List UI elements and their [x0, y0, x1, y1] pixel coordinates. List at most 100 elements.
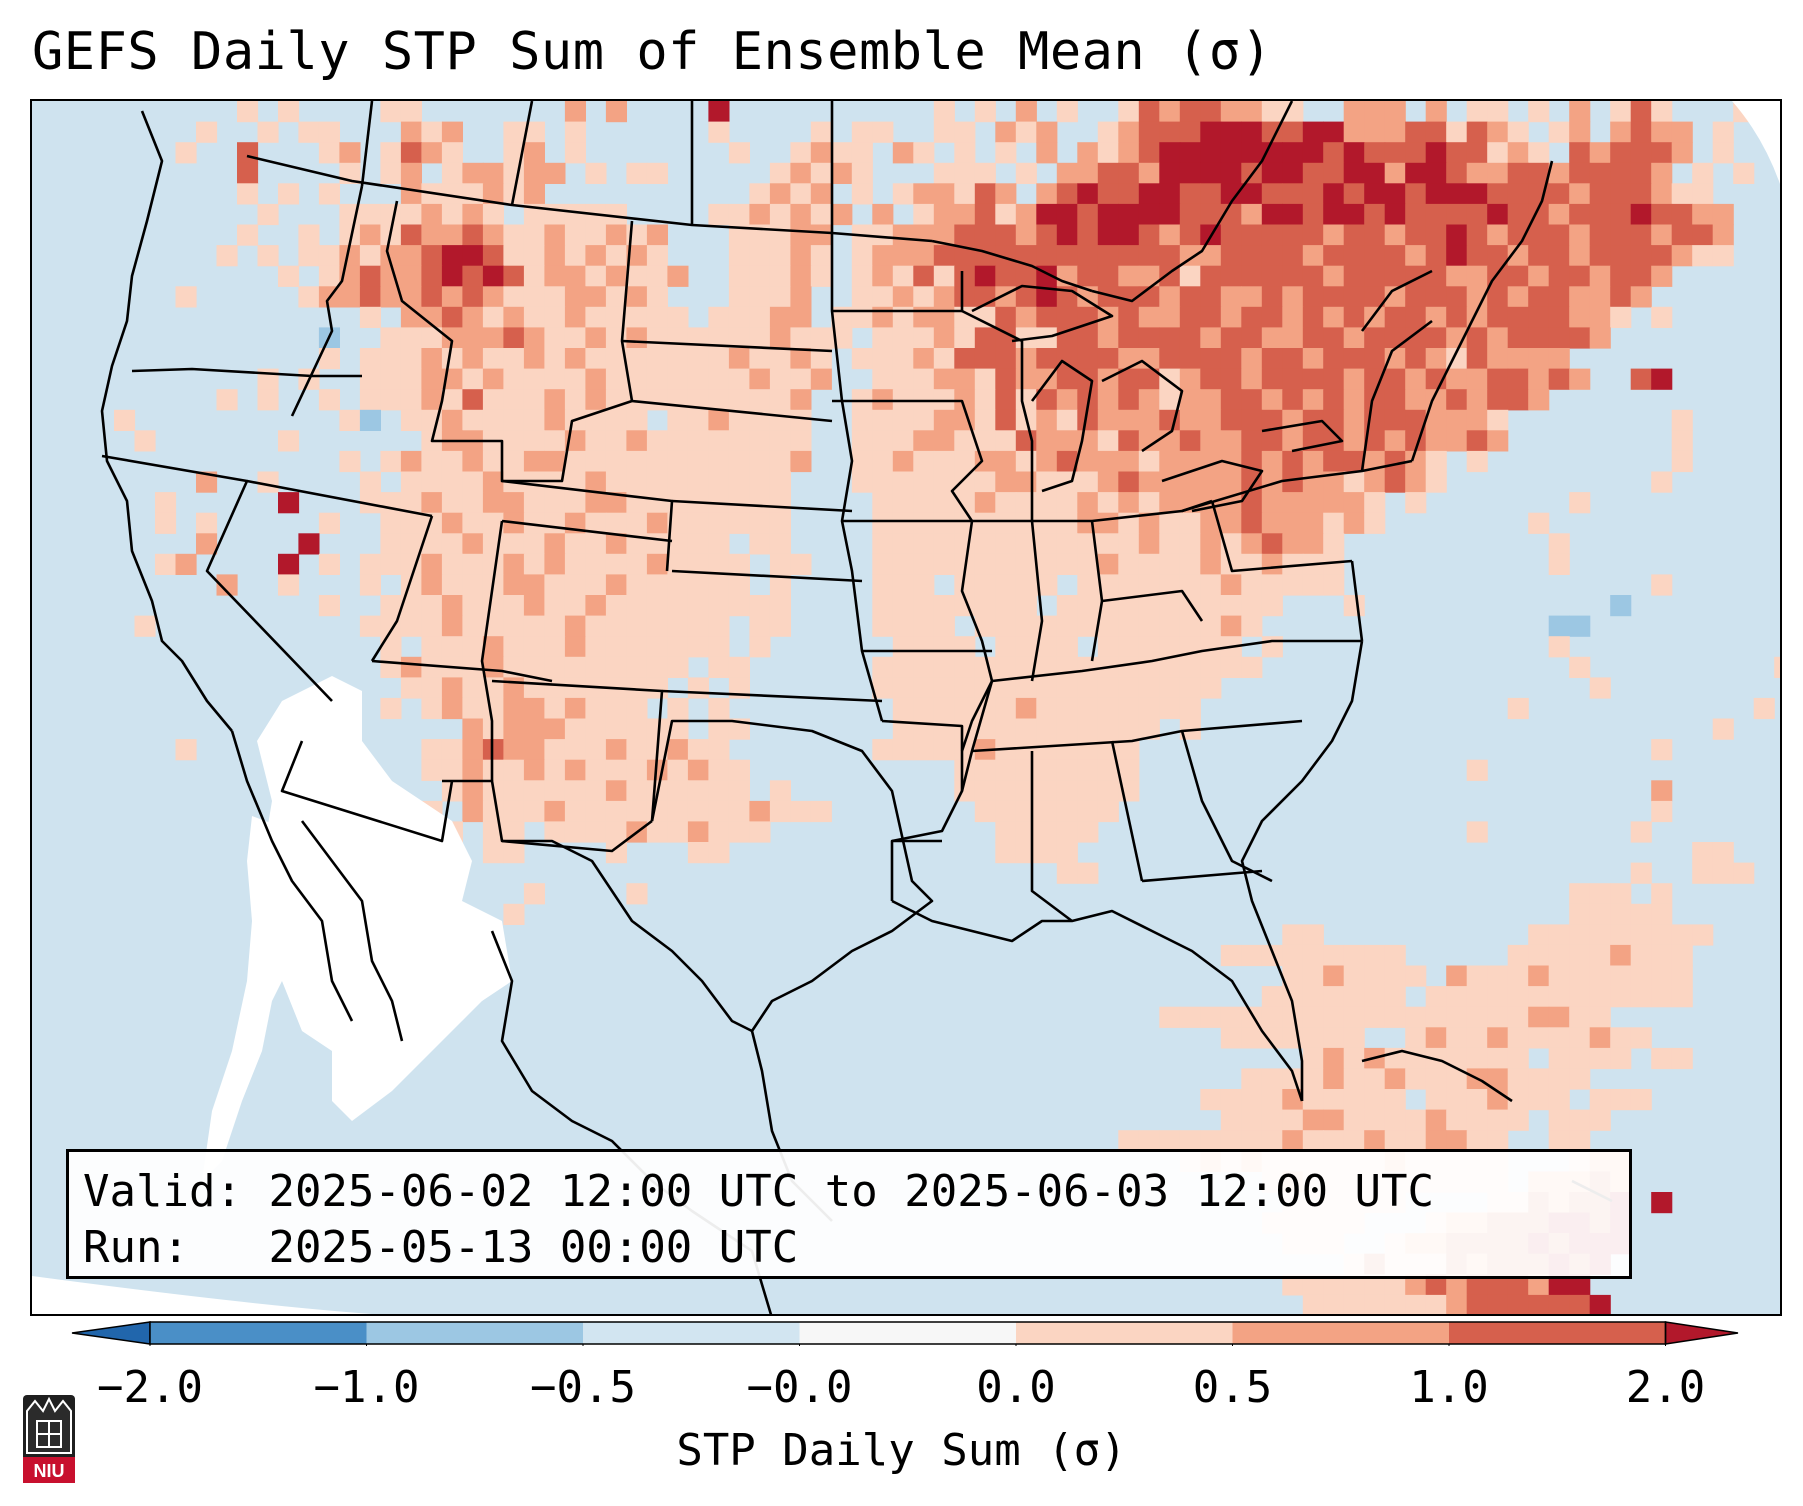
stp-cell: [1015, 636, 1037, 658]
stp-cell: [462, 471, 484, 493]
colorbar-tick-label: −0.5: [530, 1362, 636, 1413]
stp-cell: [1446, 368, 1468, 390]
stp-cell: [1589, 162, 1611, 184]
stp-cell: [1343, 1294, 1365, 1314]
colorbar-tick-label: −0.0: [746, 1362, 853, 1413]
stp-cell: [1343, 245, 1365, 267]
colorbar-outline: [149, 1321, 1667, 1345]
stp-cell: [974, 203, 996, 226]
stp-cell: [1261, 512, 1283, 534]
stp-cell: [523, 615, 545, 637]
stp-cell: [1651, 800, 1673, 823]
stp-cell: [1282, 471, 1304, 493]
stp-cell: [1528, 1068, 1550, 1090]
boundary-line: [1030, 520, 1044, 682]
stp-cell: [421, 656, 443, 678]
stp-cell: [769, 533, 791, 555]
stp-cell: [769, 389, 791, 411]
stp-cell: [1548, 1047, 1570, 1070]
stp-cell: [851, 409, 873, 431]
stp-cell: [380, 286, 402, 308]
stp-cell: [769, 162, 791, 184]
stp-cell: [1384, 471, 1406, 493]
stp-cell: [1651, 203, 1673, 226]
boundary-line: [891, 899, 1304, 1102]
stp-cell: [1241, 615, 1263, 637]
stp-cell: [1118, 121, 1140, 143]
stp-cell: [1548, 615, 1570, 637]
stp-cell: [1569, 162, 1591, 184]
stp-cell: [790, 553, 812, 575]
stp-cell: [1446, 1130, 1468, 1152]
stp-cell: [1077, 595, 1099, 617]
stp-cell: [1077, 162, 1099, 184]
stp-cell: [1015, 759, 1037, 781]
stp-cell: [1159, 574, 1181, 596]
stp-cell: [1036, 327, 1058, 349]
stp-cell: [646, 677, 668, 699]
stp-cell: [1569, 1068, 1591, 1090]
stp-cell: [1241, 101, 1263, 123]
stp-cell: [1138, 409, 1160, 431]
stp-cell: [1466, 203, 1488, 226]
stp-cell: [933, 533, 955, 555]
stp-cell: [462, 245, 484, 267]
near-zero-patch: [257, 676, 502, 1121]
stp-cell: [1507, 1006, 1529, 1028]
stp-cell: [1323, 265, 1345, 287]
stp-cell: [1302, 492, 1324, 514]
stp-cell: [810, 142, 832, 164]
stp-cell: [646, 821, 668, 843]
boundary-line: [671, 499, 853, 513]
stp-cell: [1200, 409, 1222, 431]
stp-cell: [1323, 348, 1345, 370]
stp-cell: [1343, 327, 1365, 349]
stp-cell: [995, 471, 1017, 493]
stp-cell: [1466, 389, 1488, 411]
stp-cell: [380, 636, 402, 658]
stp-cell: [1528, 1089, 1550, 1111]
stp-cell: [462, 512, 484, 534]
stp-cell: [646, 615, 668, 637]
stp-cell: [1446, 121, 1468, 143]
stp-cell: [1589, 327, 1611, 349]
stp-cell: [216, 245, 238, 267]
stp-cell: [1220, 409, 1242, 431]
stp-cell: [626, 656, 648, 678]
stp-cell: [1036, 450, 1058, 473]
stp-cell: [728, 245, 750, 267]
stp-cell: [585, 595, 607, 617]
stp-cell: [1118, 718, 1140, 740]
stp-cell: [1241, 286, 1263, 308]
stp-cell: [1610, 306, 1632, 328]
stp-cell: [1056, 636, 1078, 658]
stp-cell: [503, 265, 525, 287]
stp-cell: [585, 224, 607, 246]
valid-line: Valid: 2025-06-02 12:00 UTC to 2025-06-0…: [83, 1164, 1615, 1220]
stp-cell: [831, 203, 853, 226]
stp-cell: [1159, 492, 1181, 514]
stp-cell: [1405, 1130, 1427, 1152]
stp-cell: [400, 368, 422, 390]
stp-cell: [913, 595, 935, 617]
boundary-line: [131, 367, 362, 378]
stp-cell: [278, 265, 300, 287]
stp-cell: [1036, 224, 1058, 246]
stp-cell: [892, 327, 914, 349]
stp-cell: [339, 409, 361, 431]
stp-cell: [1097, 203, 1119, 226]
stp-cell: [421, 595, 443, 617]
stp-cell: [1015, 842, 1037, 864]
stp-cell: [1630, 245, 1652, 267]
stp-cell: [482, 327, 504, 349]
stp-cell: [298, 245, 320, 267]
stp-cell: [1466, 986, 1488, 1008]
stp-cell: [892, 286, 914, 308]
stp-cell: [1261, 553, 1283, 575]
stp-cell: [708, 121, 730, 143]
stp-cell: [1056, 718, 1078, 740]
stp-cell: [1302, 450, 1324, 473]
stp-cell: [462, 348, 484, 370]
stp-cell: [441, 512, 463, 534]
stp-cell: [667, 595, 689, 617]
